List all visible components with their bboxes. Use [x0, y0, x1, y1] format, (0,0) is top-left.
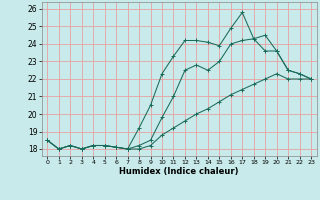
X-axis label: Humidex (Indice chaleur): Humidex (Indice chaleur) [119, 167, 239, 176]
